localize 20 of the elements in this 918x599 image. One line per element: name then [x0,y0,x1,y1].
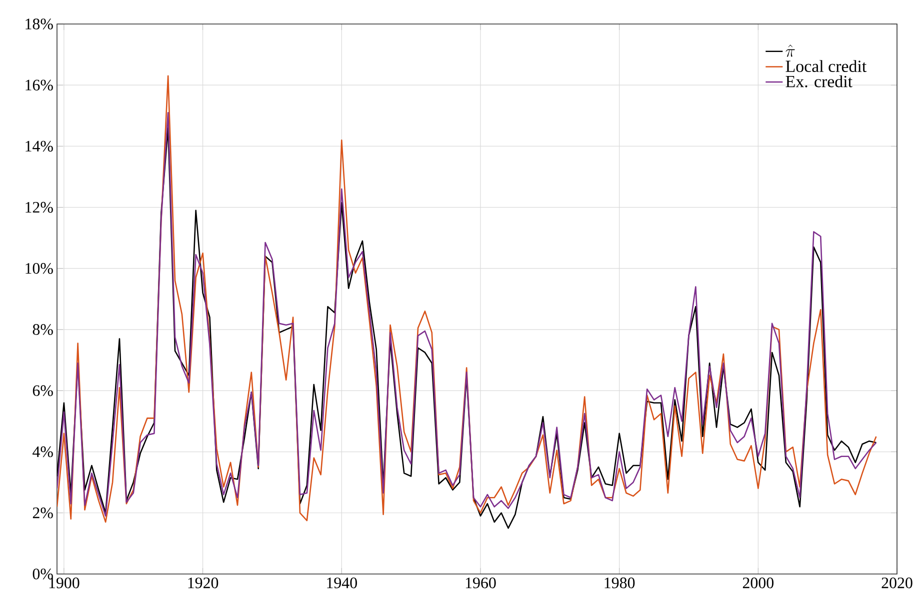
y-tick-label: 10% [26,263,53,274]
x-tick-label: 1920 [188,578,218,588]
x-tick-label: 1940 [327,578,357,588]
legend-label: $\hat{\pi}$ [786,44,795,57]
y-tick-label: 4% [32,446,53,458]
y-tick-label: 6% [32,385,53,396]
x-tick-label: 1980 [604,578,635,588]
legend-label: Ex. credit [786,75,852,88]
y-tick-label: 12% [26,202,53,213]
x-tick-label: 2000 [742,578,774,588]
y-tick-label: 16% [26,80,53,91]
y-tick-label: 18% [26,18,53,30]
y-tick-label: 14% [26,140,53,152]
x-tick-label: 1960 [466,578,496,588]
y-tick-label: 2% [32,507,53,518]
y-tick-label: 8% [32,324,53,335]
x-tick-label: 2020 [882,578,912,588]
legend-label: Local credit [786,60,867,72]
x-tick-label: 1900 [49,578,80,588]
y-tick-label: 0% [32,568,53,580]
